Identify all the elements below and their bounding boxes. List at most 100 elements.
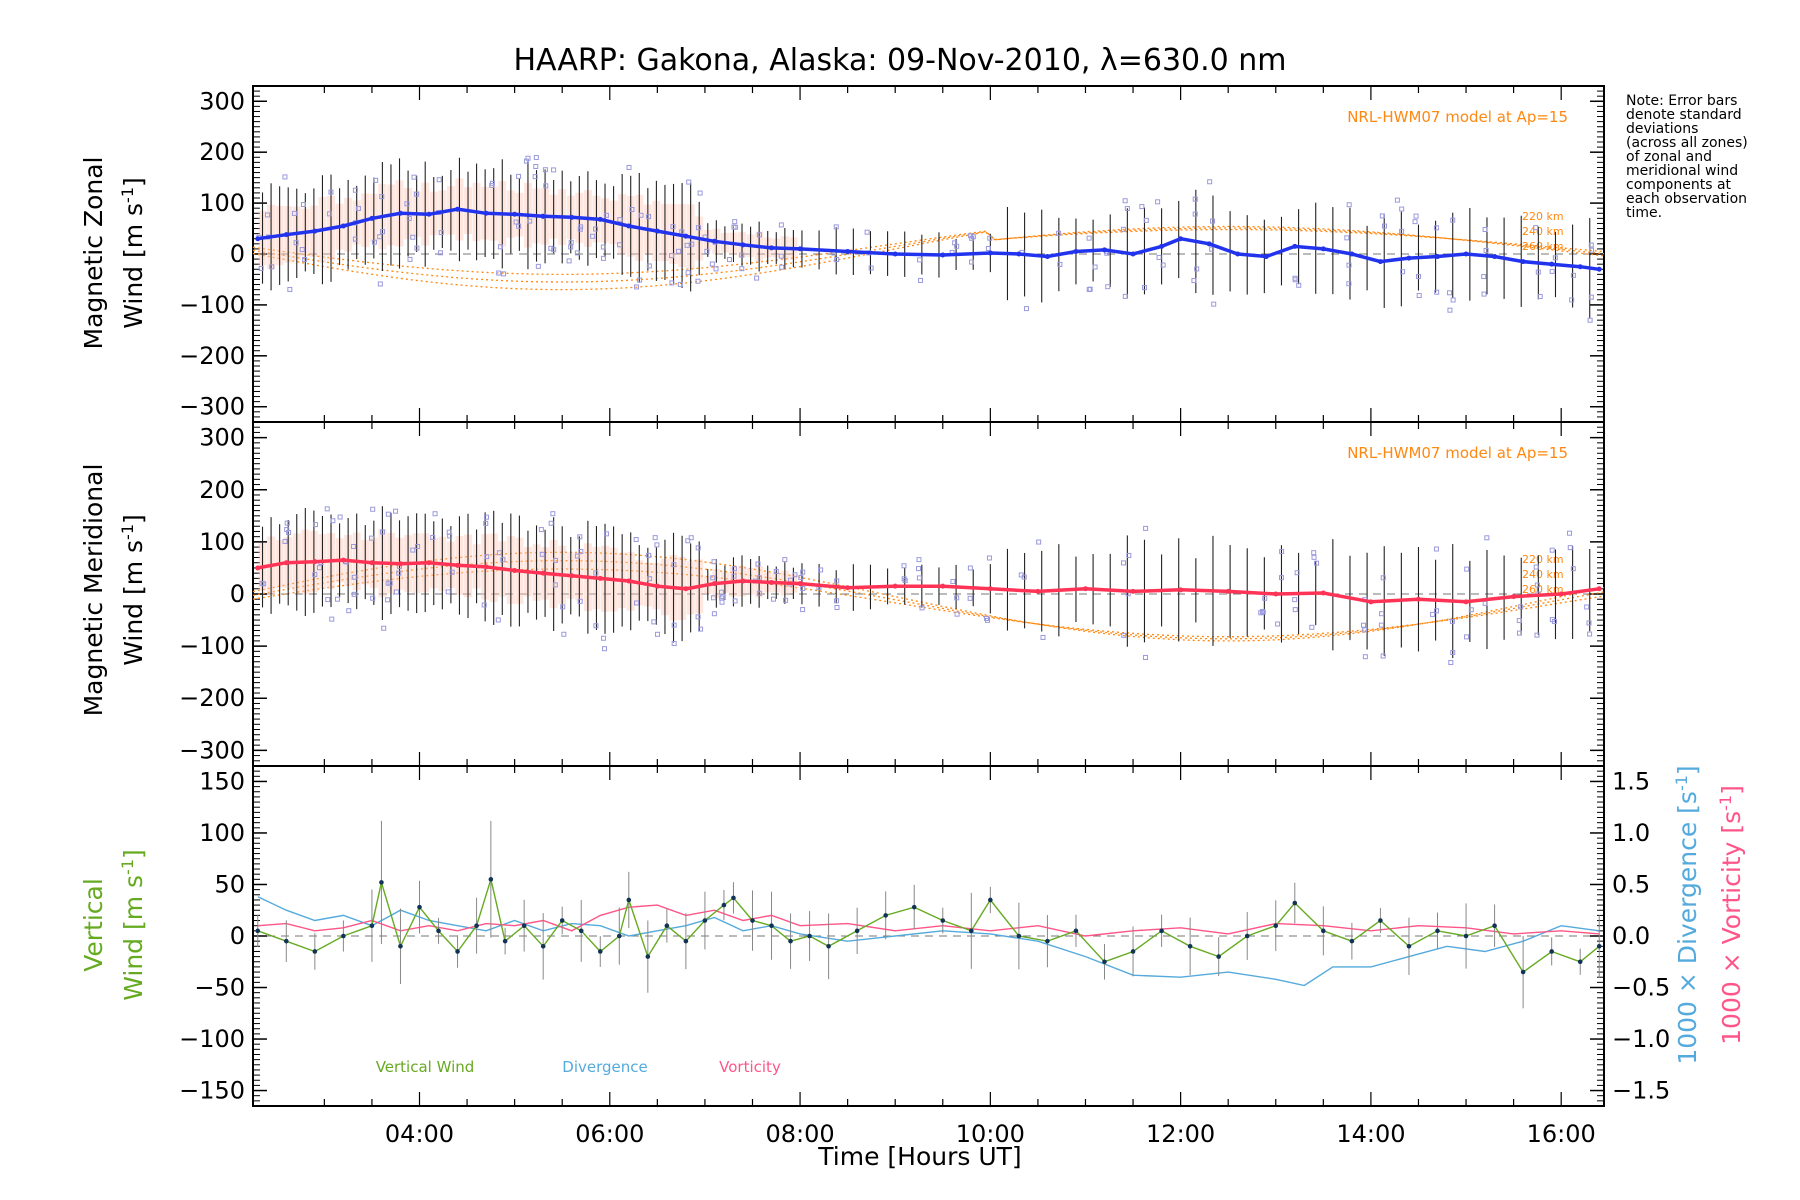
- scatter-point: [864, 229, 870, 235]
- scatter-point: [500, 557, 506, 563]
- meridional-wind-point: [892, 583, 898, 589]
- y-tick-label: −200: [179, 342, 245, 370]
- scatter-point: [1260, 609, 1266, 615]
- meridional-wind-point: [312, 559, 318, 565]
- scatter-point: [697, 190, 703, 196]
- vertical-wind-point: [1463, 933, 1469, 939]
- scatter-point: [532, 174, 538, 180]
- scatter-point: [1018, 572, 1024, 578]
- scatter-point: [986, 555, 992, 561]
- zonal-wind-point: [1073, 248, 1079, 254]
- scatter-point: [1584, 604, 1590, 610]
- scatter-point: [1589, 247, 1595, 253]
- scatter-point: [1360, 622, 1366, 628]
- scatter-point: [651, 619, 657, 625]
- scatter-point: [626, 164, 632, 170]
- scatter-point: [1086, 287, 1092, 293]
- zonal-wind-point: [845, 248, 851, 254]
- zonal-wind-point: [426, 211, 432, 217]
- scatter-point: [551, 167, 557, 173]
- scatter-point: [577, 598, 583, 604]
- scatter-point: [368, 535, 374, 541]
- vertical-wind-point: [502, 938, 508, 944]
- scatter-point: [1311, 554, 1317, 560]
- scatter-point: [684, 242, 690, 248]
- meridional-wind-point: [1463, 599, 1469, 605]
- vertical-wind-point: [398, 944, 403, 949]
- scatter-point: [1481, 274, 1487, 280]
- scatter-point: [414, 191, 420, 197]
- scatter-point: [686, 179, 692, 185]
- scatter-point: [711, 611, 717, 617]
- scatter-point: [432, 511, 438, 517]
- scatter-point: [300, 202, 306, 208]
- scatter-point: [396, 570, 402, 576]
- scatter-point: [756, 232, 762, 238]
- scatter-point: [1447, 307, 1453, 313]
- scatter-point: [969, 235, 975, 241]
- meridional-wind-point: [1558, 591, 1564, 597]
- scatter-point: [410, 547, 416, 553]
- scatter-point: [1139, 204, 1145, 210]
- scatter-point: [709, 261, 715, 267]
- vertical-wind-point: [1435, 928, 1440, 934]
- scatter-point: [379, 194, 385, 200]
- scatter-point: [1275, 621, 1281, 627]
- scatter-point: [1056, 230, 1062, 236]
- scatter-point: [1399, 206, 1405, 212]
- scatter-point: [629, 207, 635, 213]
- scatter-point: [1567, 530, 1573, 536]
- meridional-wind-point: [1415, 596, 1421, 602]
- scatter-point: [968, 233, 974, 239]
- scatter-point: [568, 244, 574, 250]
- scatter-point: [1192, 211, 1198, 217]
- scatter-point: [293, 240, 299, 246]
- scatter-point: [385, 597, 391, 603]
- meridional-wind-point: [845, 585, 851, 591]
- scatter-point: [1296, 282, 1302, 288]
- zonal-wind-point: [626, 223, 632, 229]
- scatter-point: [655, 631, 661, 637]
- scatter-point: [269, 264, 275, 270]
- scatter-point: [711, 559, 717, 565]
- scatter-point: [731, 566, 737, 572]
- note-line: (across all zones): [1626, 135, 1748, 151]
- scatter-point: [689, 241, 695, 247]
- zonal-wind-point: [1492, 254, 1498, 260]
- scatter-point: [578, 224, 584, 230]
- meridional-ylabel: Magnetic Meridional Wind [m s-1]: [79, 464, 148, 717]
- y2-tick-label: −0.5: [1612, 974, 1670, 1002]
- zonal-wind-point: [1406, 255, 1412, 261]
- scatter-point: [328, 189, 334, 195]
- scatter-point: [954, 595, 960, 601]
- scatter-point: [1143, 217, 1149, 223]
- scatter-point: [792, 572, 798, 578]
- model-altitude-label: 220 km: [1522, 210, 1564, 223]
- zonal-wind-point: [1178, 236, 1184, 242]
- scatter-point: [590, 233, 596, 239]
- scatter-point: [1516, 630, 1522, 636]
- scatter-point: [1516, 618, 1522, 624]
- y2-tick-label: 1.5: [1612, 767, 1650, 795]
- scatter-point: [548, 520, 554, 526]
- scatter-point: [501, 271, 507, 277]
- scatter-point: [969, 259, 975, 265]
- scatter-point: [901, 563, 907, 569]
- scatter-point: [1086, 235, 1092, 241]
- meridional-wind-point: [283, 560, 289, 566]
- scatter-point: [373, 177, 379, 183]
- vertical-wind-point: [940, 918, 946, 923]
- vertical-wind-point: [474, 923, 479, 928]
- scatter-point: [731, 224, 737, 230]
- scatter-point: [987, 235, 993, 241]
- scatter-point: [637, 277, 643, 283]
- scatter-point: [818, 567, 824, 573]
- scatter-point: [415, 544, 421, 550]
- y-tick-label: 50: [214, 870, 245, 898]
- note-box: Note: Error bars denote standard deviati…: [1626, 93, 1748, 221]
- scatter-point: [713, 266, 719, 272]
- zonal-wind-point: [512, 211, 518, 217]
- scatter-point: [489, 182, 495, 188]
- vertical-wind-point: [283, 938, 289, 944]
- scatter-point: [950, 579, 956, 585]
